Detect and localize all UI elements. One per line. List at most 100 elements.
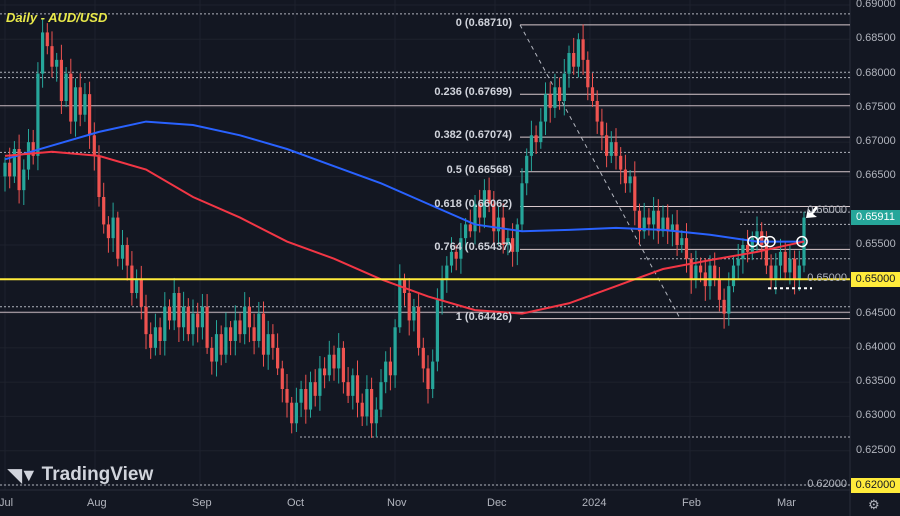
candle-body — [459, 238, 463, 259]
candle-body — [224, 327, 228, 355]
x-tick-label: Dec — [487, 497, 507, 509]
candle-body — [778, 251, 783, 266]
candle-body — [393, 327, 397, 376]
candle-body — [562, 73, 566, 101]
y-tick-label: 0.67500 — [856, 100, 896, 113]
candle-body — [116, 217, 120, 259]
candle-body — [755, 231, 759, 239]
candle-body — [64, 73, 68, 101]
candle-body — [407, 293, 411, 321]
candle-body — [412, 306, 416, 321]
fib-label: 0.618 (0.66062) — [434, 198, 512, 211]
candle-body — [600, 121, 604, 136]
candle-body — [760, 231, 764, 245]
candle-body — [468, 224, 472, 232]
tradingview-logo[interactable]: ◥▼ TradingView — [8, 464, 153, 486]
candle-body — [111, 217, 115, 239]
candle-body — [675, 224, 679, 245]
candle-body — [605, 135, 609, 156]
x-tick-label: Mar — [777, 497, 796, 509]
candle-body — [482, 190, 486, 218]
candle-body — [158, 327, 162, 341]
candle-body — [370, 389, 374, 424]
moving-average-line — [4, 150, 805, 315]
candle-body — [511, 238, 515, 252]
candle-body — [797, 265, 801, 280]
x-tick-label: Nov — [387, 497, 407, 509]
candle-body — [73, 87, 78, 122]
candle-body — [92, 135, 96, 156]
candle-body — [318, 368, 322, 396]
candle-body — [581, 39, 585, 60]
candle-body — [153, 327, 157, 348]
candle-body — [666, 217, 670, 232]
candle-body — [172, 293, 176, 321]
y-tick-label: 0.67000 — [856, 135, 896, 148]
candle-body — [323, 368, 327, 376]
y-tick-label: 0.66000 — [807, 203, 847, 216]
candle-body — [308, 382, 313, 410]
candle-body — [205, 306, 209, 348]
candle-body — [727, 286, 731, 314]
candle-body — [548, 94, 552, 108]
candle-body — [327, 354, 331, 376]
candle-body — [191, 313, 195, 335]
candle-body — [304, 389, 308, 410]
logo-text: TradingView — [41, 464, 154, 485]
candle-body — [360, 402, 364, 417]
candle-body — [769, 265, 773, 280]
candle-body — [783, 251, 787, 273]
candle-body — [590, 87, 595, 101]
y-tick-label: 0.62500 — [856, 443, 896, 456]
candle-body — [647, 217, 651, 225]
candle-body — [233, 320, 237, 341]
fib-label: 0.382 (0.67074) — [434, 129, 512, 142]
candle-body — [656, 210, 660, 232]
candle-body — [694, 265, 698, 280]
candle-body — [379, 382, 383, 410]
candle-body — [464, 224, 468, 239]
marker-circle — [796, 235, 808, 248]
candle-body — [750, 238, 754, 252]
candle-body — [346, 382, 350, 396]
candle-body — [736, 258, 740, 266]
y-tick-label: 0.64000 — [856, 340, 896, 353]
candle-body — [402, 279, 407, 293]
candle-body — [576, 39, 580, 67]
y-tick-label: 0.69000 — [856, 0, 896, 10]
candle-body — [637, 210, 642, 232]
candle-body — [135, 279, 139, 293]
candle-body — [586, 59, 590, 88]
candle-body — [149, 334, 153, 348]
fib-label: 0.236 (0.67699) — [434, 86, 512, 99]
candle-body — [219, 334, 223, 355]
candle-body — [12, 149, 16, 177]
candle-body — [572, 53, 576, 67]
candle-body — [764, 245, 768, 266]
candle-body — [440, 279, 444, 300]
candle-body — [525, 155, 529, 184]
candle-body — [680, 238, 684, 245]
candle-body — [478, 203, 482, 218]
y-tick-label: 0.64500 — [856, 306, 896, 319]
candle-body — [595, 101, 599, 122]
candle-body — [238, 320, 242, 335]
candle-body — [788, 258, 792, 273]
candle-body — [17, 149, 21, 191]
candle-body — [496, 217, 501, 232]
settings-icon[interactable]: ⚙ — [868, 497, 880, 512]
candle-body — [553, 87, 557, 108]
candle-body — [717, 279, 721, 300]
candle-body — [45, 32, 49, 47]
y-tick-label: 0.65500 — [856, 238, 896, 250]
candle-body — [431, 361, 435, 389]
y-tick-label: 0.68000 — [856, 66, 896, 79]
candle-body — [196, 313, 200, 328]
candle-body — [708, 265, 712, 287]
candle-body — [417, 306, 421, 348]
candle-body — [313, 382, 317, 396]
candle-body — [670, 224, 674, 232]
candle-body — [26, 142, 31, 170]
